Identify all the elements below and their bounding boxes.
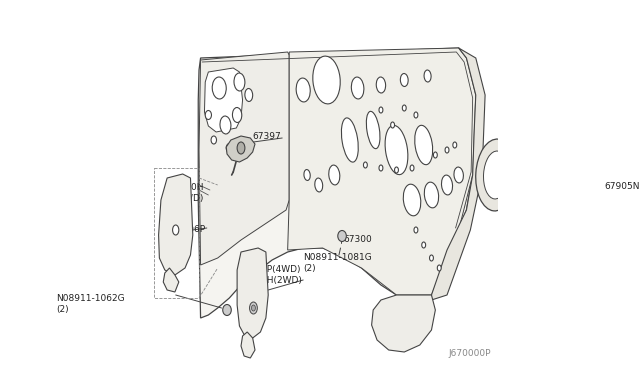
Text: J670000P: J670000P <box>449 349 492 358</box>
Ellipse shape <box>366 111 380 149</box>
Ellipse shape <box>379 107 383 113</box>
Ellipse shape <box>296 78 310 102</box>
Ellipse shape <box>212 77 227 99</box>
Ellipse shape <box>424 70 431 82</box>
Ellipse shape <box>424 182 438 208</box>
Ellipse shape <box>304 170 310 180</box>
Ellipse shape <box>453 142 457 148</box>
Polygon shape <box>431 48 485 300</box>
Text: 67896P: 67896P <box>171 225 205 234</box>
Ellipse shape <box>415 125 433 165</box>
Text: 67300: 67300 <box>344 235 372 244</box>
Text: 67905N: 67905N <box>605 182 640 191</box>
Ellipse shape <box>338 231 346 241</box>
Ellipse shape <box>313 56 340 104</box>
Ellipse shape <box>454 167 463 183</box>
Ellipse shape <box>226 144 232 153</box>
Polygon shape <box>372 295 435 352</box>
Ellipse shape <box>403 184 420 216</box>
Ellipse shape <box>403 105 406 111</box>
Text: N08911-1062G
(2): N08911-1062G (2) <box>56 294 125 314</box>
Ellipse shape <box>414 112 418 118</box>
Ellipse shape <box>245 89 253 102</box>
Ellipse shape <box>376 77 386 93</box>
Ellipse shape <box>173 225 179 235</box>
Ellipse shape <box>414 227 418 233</box>
Ellipse shape <box>476 139 516 211</box>
Ellipse shape <box>437 265 441 271</box>
Ellipse shape <box>429 255 433 261</box>
Ellipse shape <box>238 151 244 159</box>
Ellipse shape <box>394 167 399 173</box>
Ellipse shape <box>483 151 509 199</box>
Ellipse shape <box>248 141 253 148</box>
Ellipse shape <box>234 73 245 91</box>
Ellipse shape <box>442 175 452 195</box>
Ellipse shape <box>232 108 242 122</box>
Text: 67397: 67397 <box>253 132 282 141</box>
Ellipse shape <box>250 302 257 314</box>
Polygon shape <box>287 48 476 295</box>
Polygon shape <box>241 332 255 358</box>
Ellipse shape <box>341 118 358 162</box>
Polygon shape <box>199 52 289 265</box>
Polygon shape <box>163 268 179 292</box>
Ellipse shape <box>211 136 216 144</box>
Ellipse shape <box>445 147 449 153</box>
Text: 67300H
(2WD): 67300H (2WD) <box>168 183 204 203</box>
Text: 67897P(4WD)
67905H(2WD): 67897P(4WD) 67905H(2WD) <box>238 265 302 285</box>
Bar <box>154 168 199 298</box>
Ellipse shape <box>379 165 383 171</box>
Ellipse shape <box>223 305 231 315</box>
Polygon shape <box>159 174 193 275</box>
Ellipse shape <box>401 74 408 86</box>
Ellipse shape <box>329 165 340 185</box>
Ellipse shape <box>351 77 364 99</box>
Ellipse shape <box>410 165 414 171</box>
Ellipse shape <box>205 110 211 119</box>
Text: N08911-1081G
(2): N08911-1081G (2) <box>303 253 372 273</box>
Ellipse shape <box>433 152 437 158</box>
Ellipse shape <box>237 142 245 154</box>
Ellipse shape <box>220 116 231 134</box>
Ellipse shape <box>422 242 426 248</box>
Ellipse shape <box>390 122 394 128</box>
Ellipse shape <box>385 125 408 174</box>
Ellipse shape <box>364 162 367 168</box>
Ellipse shape <box>315 178 323 192</box>
Polygon shape <box>198 48 476 318</box>
Polygon shape <box>226 136 255 162</box>
Ellipse shape <box>252 305 255 311</box>
Polygon shape <box>204 68 243 132</box>
Polygon shape <box>237 248 268 338</box>
